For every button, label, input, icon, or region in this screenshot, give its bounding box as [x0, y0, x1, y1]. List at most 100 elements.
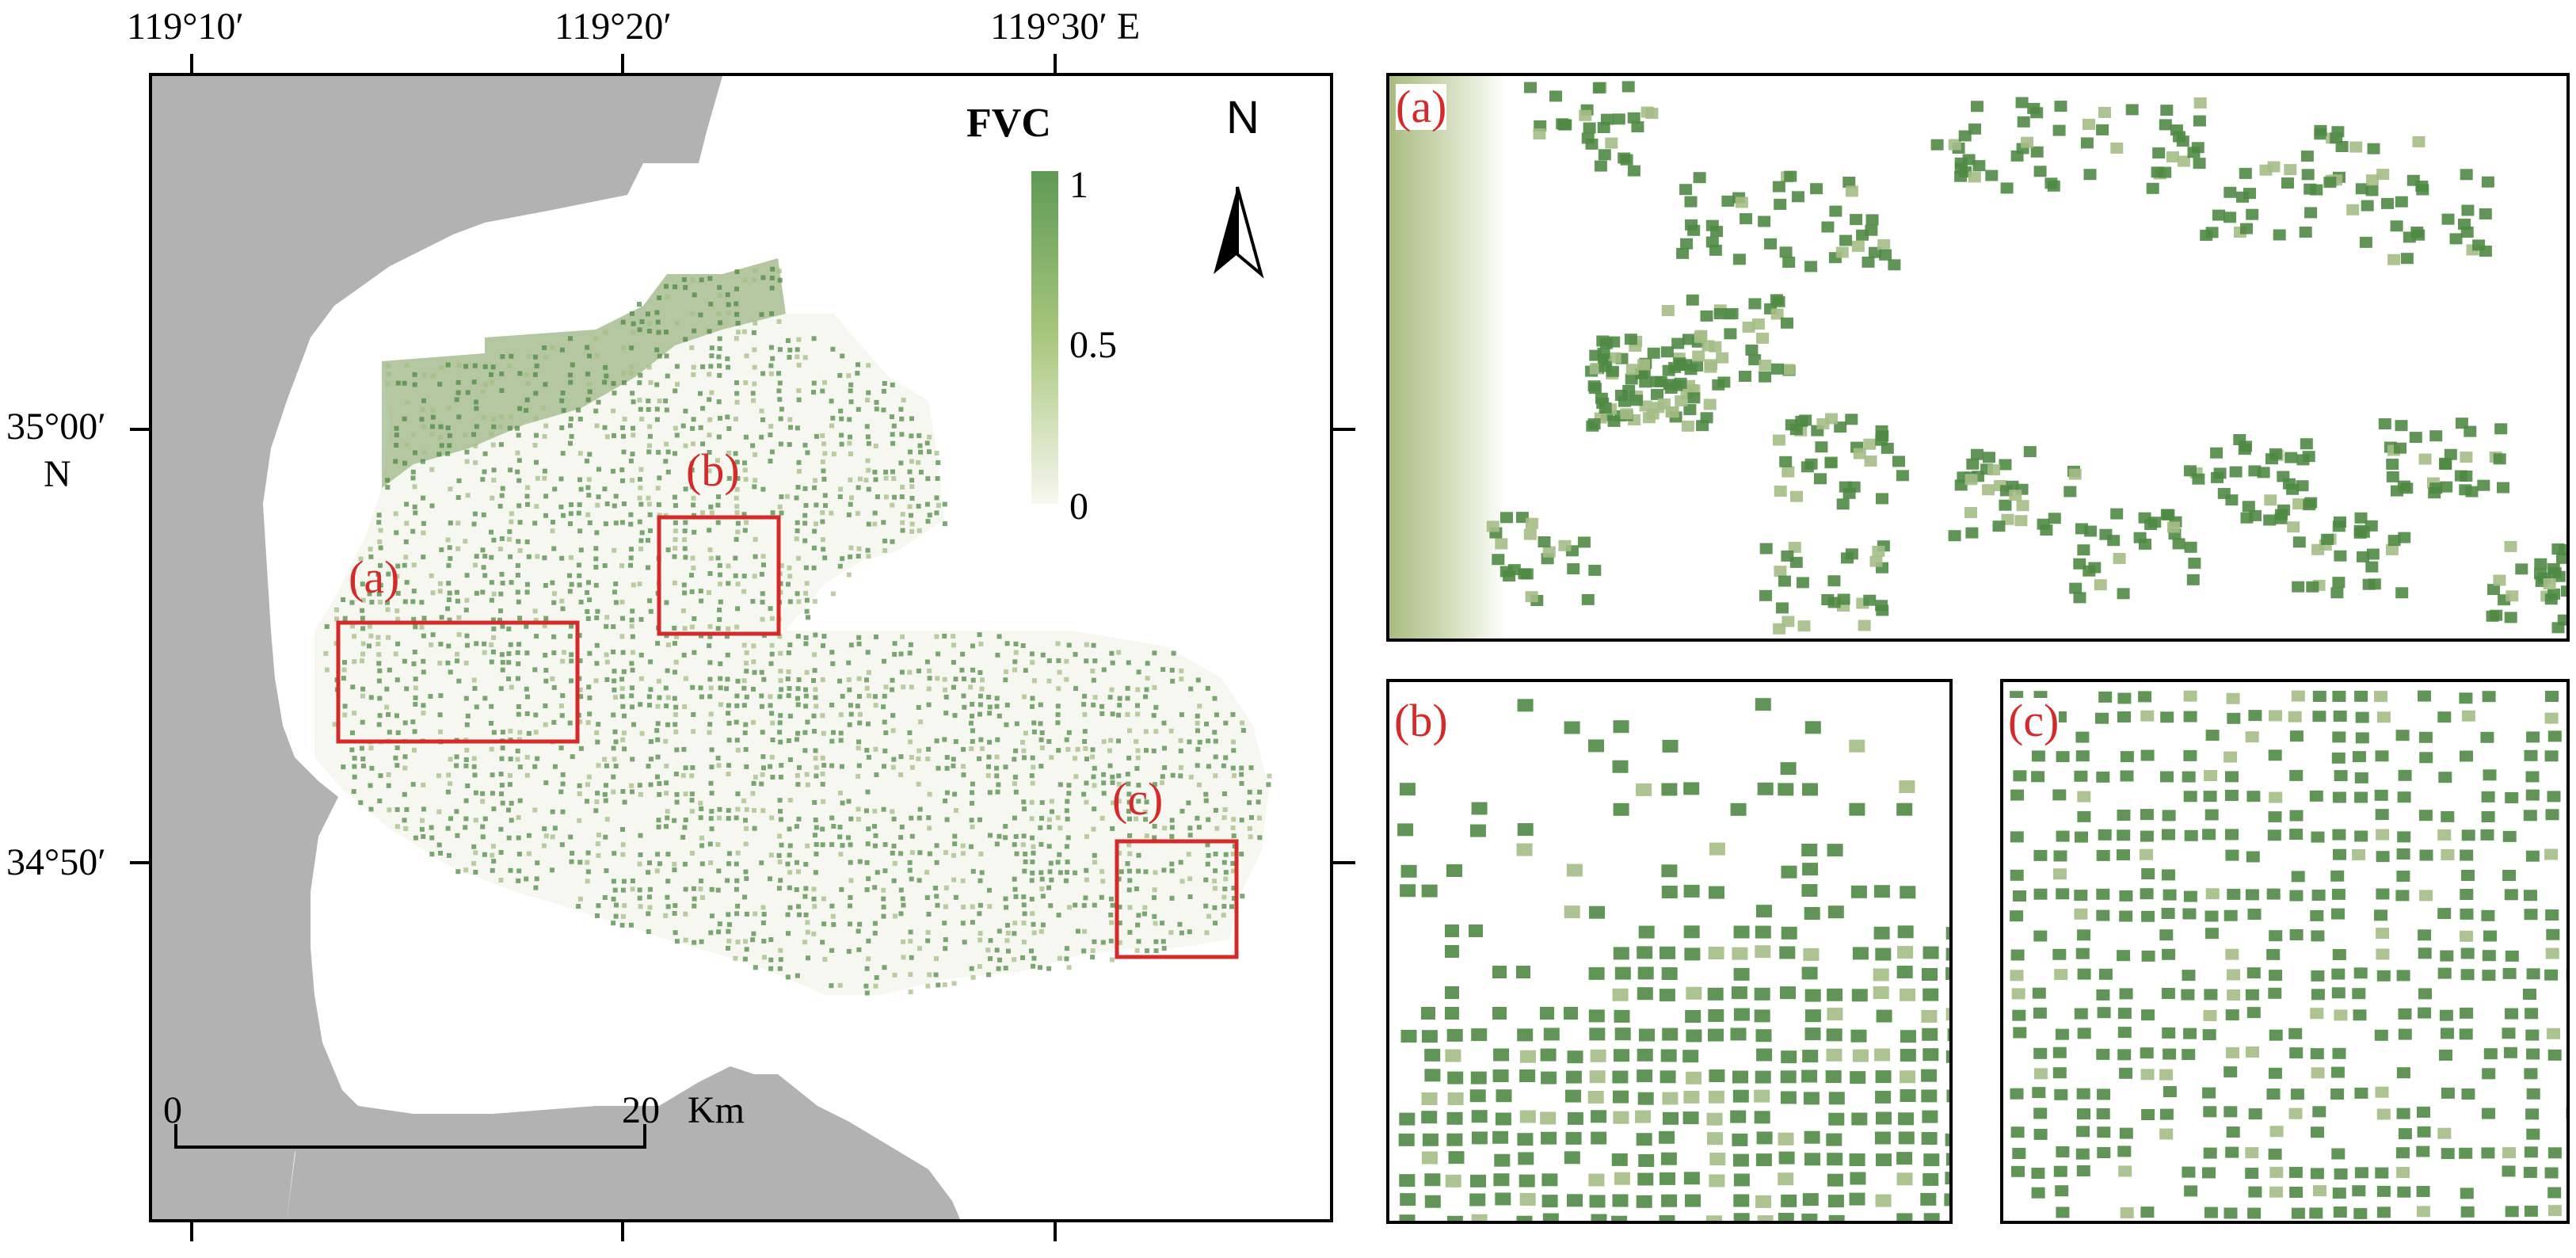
vegetation-patch [1708, 1009, 1724, 1022]
vegetation-patch [960, 651, 966, 657]
vegetation-patch [1495, 1112, 1511, 1126]
vegetation-patch [1999, 459, 2012, 471]
vegetation-patch [497, 617, 502, 623]
vegetation-patch [482, 451, 488, 456]
vegetation-patch [2296, 454, 2310, 466]
vegetation-patch [2523, 989, 2536, 1000]
vegetation-patch [430, 407, 436, 413]
vegetation-patch [718, 292, 723, 298]
vegetation-patch [787, 599, 793, 604]
vegetation-patch [872, 694, 878, 700]
vegetation-patch [1824, 457, 1838, 469]
vegetation-patch [1126, 868, 1132, 874]
vegetation-patch [543, 494, 549, 499]
vegetation-patch [2378, 418, 2391, 429]
vegetation-patch [375, 572, 381, 577]
vegetation-patch [726, 626, 731, 631]
vegetation-patch [2526, 1128, 2540, 1140]
vegetation-patch [909, 684, 914, 690]
vegetation-patch [750, 719, 756, 725]
vegetation-patch [639, 319, 645, 325]
vegetation-patch [821, 643, 825, 649]
tick-left-2 [130, 861, 149, 864]
vegetation-patch [620, 478, 625, 483]
vegetation-patch [1579, 109, 1592, 121]
vegetation-patch [378, 600, 383, 605]
fvc-colorbar [1031, 171, 1058, 504]
vegetation-patch [1020, 643, 1026, 648]
vegetation-patch [1116, 781, 1122, 787]
vegetation-patch [394, 713, 399, 719]
vegetation-patch [594, 353, 600, 359]
vegetation-patch [2398, 1028, 2412, 1040]
vegetation-patch [1486, 520, 1499, 532]
vegetation-patch [1030, 835, 1035, 841]
vegetation-patch [464, 633, 470, 639]
vegetation-patch [2224, 186, 2237, 198]
vegetation-patch [2461, 1088, 2475, 1100]
vegetation-patch [925, 983, 931, 989]
vegetation-patch [612, 678, 617, 684]
vegetation-patch [892, 972, 897, 978]
vegetation-patch [691, 417, 696, 422]
vegetation-patch [2376, 169, 2390, 181]
vegetation-patch [995, 789, 1000, 795]
vegetation-patch [498, 442, 504, 448]
vegetation-patch [682, 825, 688, 830]
vegetation-patch [602, 379, 608, 385]
vegetation-patch [1494, 1153, 1511, 1167]
vegetation-patch [1708, 1028, 1724, 1042]
vegetation-patch [1075, 928, 1080, 934]
vegetation-patch [813, 687, 818, 692]
vegetation-patch [1056, 658, 1061, 663]
vegetation-patch [761, 765, 766, 771]
vegetation-patch [630, 757, 635, 762]
vegetation-patch [430, 414, 436, 420]
vegetation-patch [657, 695, 662, 700]
vegetation-patch [683, 408, 688, 414]
vegetation-patch [386, 571, 391, 577]
vegetation-patch [2412, 229, 2425, 241]
vegetation-patch [2075, 947, 2090, 959]
vegetation-patch [628, 555, 634, 561]
vegetation-patch [1030, 871, 1035, 875]
vegetation-patch [1948, 139, 1961, 151]
vegetation-patch [1636, 783, 1652, 796]
vegetation-patch [2098, 106, 2111, 118]
vegetation-patch [1110, 660, 1115, 665]
vegetation-patch [421, 806, 426, 812]
vegetation-patch [2160, 711, 2174, 723]
vegetation-patch [500, 660, 505, 665]
vegetation-patch [865, 434, 871, 440]
vegetation-patch [673, 503, 678, 509]
vegetation-patch [822, 555, 828, 561]
vegetation-patch [1684, 947, 1701, 961]
vegetation-patch [890, 809, 895, 814]
vegetation-patch [707, 643, 712, 649]
vegetation-patch [1110, 711, 1115, 717]
vegetation-patch [1565, 1070, 1582, 1084]
vegetation-patch [473, 870, 478, 875]
vegetation-patch [497, 424, 503, 429]
vegetation-patch [785, 337, 791, 343]
legend-max: 1 [1069, 164, 1088, 206]
vegetation-patch [481, 565, 486, 570]
vegetation-patch [2274, 513, 2288, 524]
vegetation-patch [2010, 1126, 2025, 1138]
vegetation-patch [908, 449, 913, 455]
vegetation-patch [385, 381, 391, 387]
vegetation-patch [621, 730, 627, 736]
vegetation-patch [656, 678, 661, 684]
vegetation-patch [1047, 869, 1053, 875]
vegetation-patch [951, 877, 957, 883]
vegetation-patch [481, 512, 486, 517]
vegetation-patch [2334, 1168, 2348, 1180]
vegetation-patch [1126, 809, 1131, 814]
vegetation-patch [1897, 925, 1914, 939]
vegetation-patch [741, 574, 747, 579]
vegetation-patch [707, 468, 712, 474]
vegetation-patch [393, 511, 398, 517]
vegetation-patch [751, 659, 756, 665]
vegetation-patch [787, 642, 793, 647]
vegetation-patch [507, 529, 513, 535]
